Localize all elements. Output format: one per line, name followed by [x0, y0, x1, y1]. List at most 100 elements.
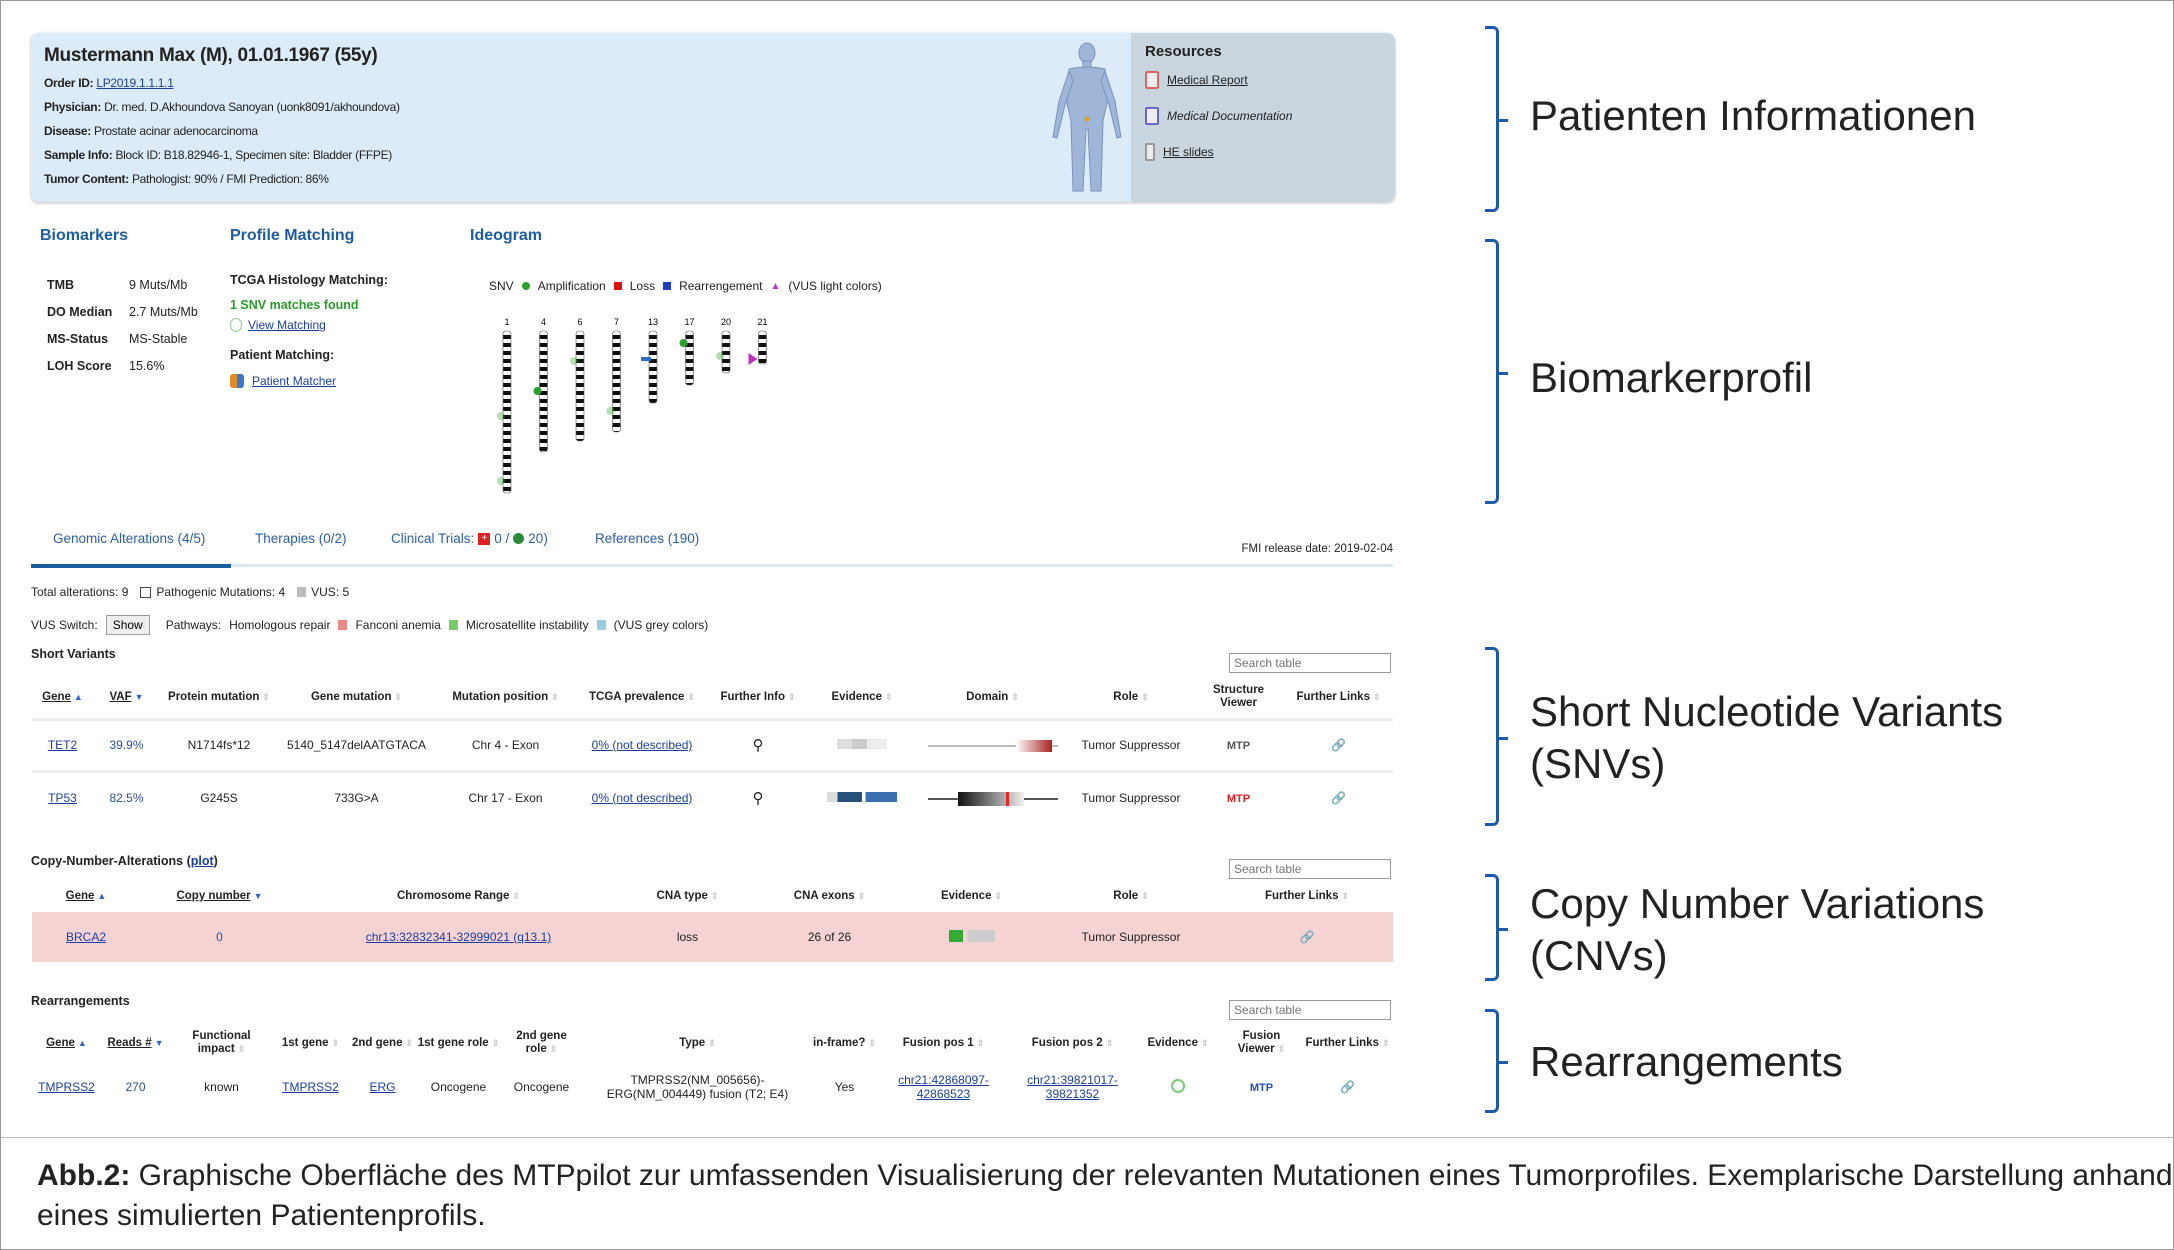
link-icon[interactable]: 🔗 [1331, 738, 1346, 752]
col-role[interactable]: Role ⇕ [1113, 890, 1149, 902]
chromosome-6[interactable] [575, 330, 585, 442]
gene-link[interactable]: TMPRSS2 [38, 1080, 95, 1094]
cna-title: Copy-Number-Alterations (plot) [31, 854, 218, 868]
first-gene-link[interactable]: TMPRSS2 [282, 1080, 339, 1094]
rearr-marker[interactable] [748, 353, 758, 365]
snv-marker[interactable] [679, 339, 688, 347]
col-reads[interactable]: Reads # ▼ [107, 1036, 164, 1049]
tab-genomic-alterations[interactable]: Genomic Alterations (4/5) [53, 531, 206, 546]
col-evidence[interactable]: Evidence ⇕ [1147, 1036, 1209, 1049]
col-gene[interactable]: Gene ▲ [46, 1036, 87, 1049]
col-in-frame[interactable]: in-frame? ⇕ [813, 1036, 876, 1049]
he-slides-link[interactable]: HE slides [1145, 143, 1214, 161]
patient-matcher-link[interactable]: Patient Matcher [252, 374, 337, 388]
loss-square-icon [663, 282, 672, 290]
domain-plot[interactable] [916, 771, 1069, 823]
evidence-icons[interactable] [808, 719, 916, 771]
chromosome-range-link[interactable]: chr13:32832341-32999021 (q13.1) [365, 930, 552, 944]
col-gene-mutation[interactable]: Gene mutation ⇕ [310, 690, 403, 703]
col-1st-gene-role[interactable]: 1st gene role ⇕ [417, 1036, 500, 1049]
col-copy-number[interactable]: Copy number ▼ [176, 890, 263, 902]
chromosome-13[interactable] [648, 330, 658, 404]
chromosome-7[interactable] [612, 330, 621, 433]
snv-marker[interactable] [606, 407, 615, 415]
chromosome-20[interactable] [721, 330, 731, 374]
col-cna-exons[interactable]: CNA exons ⇕ [793, 890, 866, 902]
snv-marker[interactable] [497, 412, 505, 420]
loss-marker[interactable] [641, 357, 651, 361]
col-further-info[interactable]: Further Info ⇕ [720, 690, 796, 703]
vus-show-button[interactable]: Show [105, 615, 150, 635]
chromosome-17[interactable] [685, 330, 694, 386]
view-matching-link[interactable]: View Matching [248, 318, 326, 332]
medical-documentation-link[interactable]: Medical Documentation [1145, 107, 1292, 125]
vus-pathway-bar: VUS Switch: Show Pathways: Homologous re… [31, 615, 708, 635]
col-chromosome-range[interactable]: Chromosome Range ⇕ [396, 890, 520, 902]
col-type[interactable]: Type ⇕ [679, 1036, 716, 1049]
fusion-viewer-link[interactable]: MTP [1249, 1082, 1274, 1094]
col-domain[interactable]: Domain ⇕ [966, 690, 1019, 703]
snv-search-input[interactable] [1229, 653, 1391, 673]
ideogram-chart[interactable]: 1 4 6 7 13 17 20 21 [481, 311, 801, 511]
col-fusion-pos-1[interactable]: Fusion pos 1 ⇕ [902, 1036, 985, 1049]
second-gene-link[interactable]: ERG [369, 1080, 396, 1094]
search-icon[interactable]: ⚲ [752, 789, 764, 807]
col-gene[interactable]: Gene ▲ [65, 890, 107, 902]
cna-search-input[interactable] [1229, 859, 1391, 879]
col-evidence[interactable]: Evidence ⇕ [940, 890, 1003, 902]
slide-icon [1145, 143, 1155, 161]
fusion-pos1-link[interactable]: chr21:42868097-42868523 [898, 1073, 989, 1101]
gene-link[interactable]: BRCA2 [65, 930, 106, 944]
col-functional-impact[interactable]: Functional impact ⇕ [192, 1030, 251, 1055]
col-further-links[interactable]: Further Links ⇕ [1296, 690, 1381, 703]
col-role[interactable]: Role ⇕ [1113, 690, 1149, 703]
link-icon[interactable]: 🔗 [1340, 1080, 1355, 1094]
biomarkers-title: Biomarkers [40, 227, 129, 244]
col-1st-gene[interactable]: 1st gene ⇕ [281, 1036, 340, 1049]
patient-name: Mustermann Max (M), 01.01.1967 (55y) [44, 45, 378, 66]
tcga-link[interactable]: 0% (not described) [591, 790, 693, 805]
col-further-links[interactable]: Further Links ⇕ [1305, 1036, 1390, 1049]
tcga-link[interactable]: 0% (not described) [591, 738, 693, 752]
evidence-icons[interactable] [808, 771, 916, 823]
evidence-icons[interactable] [902, 912, 1041, 962]
col-vaf[interactable]: VAF ▼ [109, 690, 144, 703]
link-icon[interactable]: 🔗 [1331, 790, 1346, 805]
fusion-pos2-link[interactable]: chr21:39821017-39821352 [1027, 1073, 1118, 1101]
col-2nd-gene[interactable]: 2nd gene ⇕ [351, 1036, 414, 1049]
col-fusion-pos-2[interactable]: Fusion pos 2 ⇕ [1031, 1036, 1114, 1049]
col-cna-type[interactable]: CNA type ⇕ [656, 890, 719, 902]
search-icon[interactable]: ⚲ [752, 737, 764, 754]
snv-marker[interactable] [570, 357, 578, 365]
chromosome-1[interactable] [502, 330, 512, 494]
domain-plot[interactable] [916, 719, 1069, 771]
col-2nd-gene-role[interactable]: 2nd gene role ⇕ [516, 1030, 567, 1055]
pathogenic-checkbox[interactable] [140, 586, 152, 598]
tab-clinical-trials[interactable]: Clinical Trials: +0 /20) [391, 531, 548, 546]
order-id-link[interactable]: LP2019.1.1.1.1 [96, 76, 174, 90]
gene-link[interactable]: TP53 [48, 790, 77, 805]
structure-viewer-link[interactable]: MTP [1226, 792, 1251, 805]
body-figure-icon[interactable] [1047, 41, 1127, 199]
structure-viewer-link[interactable]: MTP [1226, 740, 1251, 752]
gene-link[interactable]: TET2 [47, 738, 78, 752]
col-further-links[interactable]: Further Links ⇕ [1264, 890, 1350, 902]
globe-icon[interactable] [1135, 1061, 1221, 1113]
snv-marker[interactable] [533, 387, 542, 395]
chromosome-21[interactable] [758, 330, 767, 365]
tab-references[interactable]: References (190) [595, 531, 700, 546]
link-icon[interactable]: 🔗 [1299, 930, 1315, 944]
col-fusion-viewer[interactable]: Fusion Viewer ⇕ [1237, 1030, 1286, 1055]
col-protein[interactable]: Protein mutation ⇕ [168, 690, 270, 703]
cna-plot-link[interactable]: plot [190, 854, 214, 868]
col-evidence[interactable]: Evidence ⇕ [831, 690, 893, 703]
medical-report-link[interactable]: Medical Report [1145, 71, 1248, 89]
snv-marker[interactable] [716, 352, 724, 360]
rearrangements-search-input[interactable] [1229, 1000, 1391, 1020]
col-tcga[interactable]: TCGA prevalence ⇕ [589, 690, 695, 703]
tab-therapies[interactable]: Therapies (0/2) [255, 531, 347, 546]
col-gene[interactable]: Gene ▲ [42, 690, 83, 703]
col-structure-viewer[interactable]: Structure Viewer [1212, 684, 1265, 710]
col-mutation-position[interactable]: Mutation position ⇕ [452, 690, 559, 703]
snv-marker[interactable] [497, 477, 505, 485]
